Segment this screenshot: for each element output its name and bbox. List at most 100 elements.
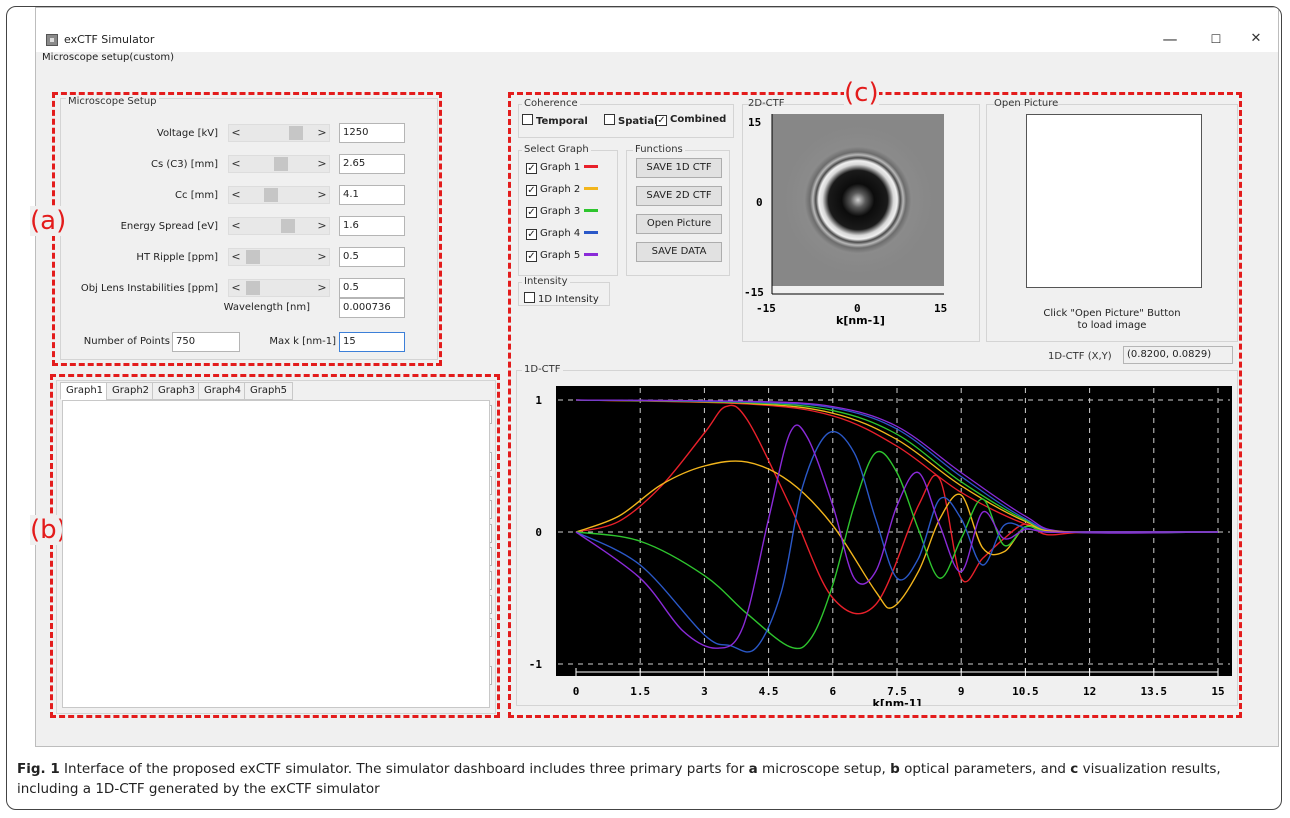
scroll-right-icon[interactable]: >: [317, 188, 327, 201]
tab-content: [62, 400, 490, 708]
picture-canvas[interactable]: [1026, 114, 1202, 288]
scroll-right-icon[interactable]: >: [317, 281, 327, 294]
checkbox-box[interactable]: ✓: [526, 185, 537, 196]
select-graph-title: Select Graph: [522, 144, 591, 155]
save-data-button[interactable]: SAVE DATA: [636, 242, 722, 262]
x-tick-label: 1.5: [630, 685, 650, 698]
setup-slider[interactable]: < >: [228, 124, 330, 142]
menu-microscope-setup[interactable]: Microscope setup(custom): [42, 52, 175, 63]
setup-field[interactable]: 0.5: [339, 278, 405, 298]
close-button[interactable]: ✕: [1250, 31, 1262, 46]
annotation-box-b: [50, 374, 500, 718]
ctf2d-rings: [784, 126, 932, 274]
slider-thumb[interactable]: [273, 157, 288, 171]
scroll-left-icon[interactable]: <: [231, 188, 241, 201]
graph-color-swatch: [584, 187, 599, 190]
save-1d-ctf-button[interactable]: SAVE 1D CTF: [636, 158, 722, 178]
x-tick-label: 0: [573, 685, 580, 698]
x-tick-label: 7.5: [887, 685, 907, 698]
open-picture-title: Open Picture: [994, 98, 1059, 109]
annotation-label-a: (a): [30, 206, 67, 236]
select-graph-2-checkbox[interactable]: ✓ Graph 2: [526, 184, 599, 196]
x-tick-label: 6: [829, 685, 836, 698]
checkbox-box[interactable]: ✓: [526, 251, 537, 262]
save-2d-ctf-button[interactable]: SAVE 2D CTF: [636, 186, 722, 206]
slider-thumb[interactable]: [245, 281, 260, 295]
setup-slider[interactable]: < >: [228, 217, 330, 235]
caption-b: b: [890, 761, 900, 777]
setup-field[interactable]: 4.1: [339, 185, 405, 205]
points-field[interactable]: 750: [172, 332, 240, 352]
checkbox-box[interactable]: ✓: [526, 207, 537, 218]
coherence-group: [518, 104, 734, 138]
scroll-right-icon[interactable]: >: [317, 250, 327, 263]
setup-field[interactable]: 0.5: [339, 247, 405, 267]
scroll-right-icon[interactable]: >: [317, 219, 327, 232]
setup-slider[interactable]: < >: [228, 186, 330, 204]
app-icon: [46, 34, 58, 46]
slider-thumb[interactable]: [245, 250, 260, 264]
setup-label: HT Ripple [ppm]: [136, 252, 218, 263]
checkbox-label: Combined: [670, 114, 727, 125]
checkbox-label: Temporal: [536, 116, 588, 127]
checkbox-box[interactable]: [604, 114, 615, 125]
open-picture-button[interactable]: Open Picture: [636, 214, 722, 234]
checkbox-label: Graph 3: [540, 206, 581, 217]
setup-field[interactable]: 1.6: [339, 216, 405, 236]
select-graph-4-checkbox[interactable]: ✓ Graph 4: [526, 228, 599, 240]
checkbox-box[interactable]: ✓: [656, 115, 667, 126]
select-graph-5-checkbox[interactable]: ✓ Graph 5: [526, 250, 599, 262]
x-tick-label: 13.5: [1141, 685, 1168, 698]
scroll-left-icon[interactable]: <: [231, 219, 241, 232]
scroll-left-icon[interactable]: <: [231, 250, 241, 263]
scroll-right-icon[interactable]: >: [317, 157, 327, 170]
minimize-button[interactable]: —: [1162, 30, 1178, 48]
ctf-readout-label: 1D-CTF (X,Y): [1048, 351, 1112, 362]
checkbox-box[interactable]: [522, 114, 533, 125]
x-tick-label: 4.5: [759, 685, 779, 698]
coherence-combined-checkbox[interactable]: ✓ Combined: [656, 114, 726, 126]
coherence-temporal-checkbox[interactable]: Temporal: [522, 114, 588, 127]
intensity-checkbox-label: 1D Intensity: [538, 294, 599, 305]
setup-field[interactable]: 1250: [339, 123, 405, 143]
slider-thumb[interactable]: [288, 126, 303, 140]
coherence-title: Coherence: [522, 98, 580, 109]
select-graph-1-checkbox[interactable]: ✓ Graph 1: [526, 162, 599, 174]
intensity-checkbox-box[interactable]: [524, 292, 535, 303]
slider-thumb[interactable]: [281, 219, 296, 233]
tab-graph3[interactable]: Graph3: [152, 382, 202, 400]
scroll-left-icon[interactable]: <: [231, 281, 241, 294]
setup-slider[interactable]: < >: [228, 248, 330, 266]
graph-color-swatch: [584, 253, 599, 256]
ctf2d-plot: 15 0 -15 -15 0 15 k[nm-1]: [744, 114, 947, 327]
scroll-left-icon[interactable]: <: [231, 157, 241, 170]
caption-c: c: [1070, 761, 1079, 777]
graph-tabs: Graph1 Graph2 Graph3 Graph4 Graph5: [60, 382, 490, 400]
checkbox-box[interactable]: ✓: [526, 163, 537, 174]
open-picture-hint-line1: Click "Open Picture" Button: [1043, 308, 1181, 319]
ctf2d-xtick-left: -15: [756, 302, 776, 315]
setup-label: Obj Lens Instabilities [ppm]: [80, 283, 218, 294]
checkbox-box[interactable]: ✓: [526, 229, 537, 240]
x-tick-label: 9: [958, 685, 965, 698]
maximize-button[interactable]: ☐: [1210, 32, 1222, 46]
scroll-right-icon[interactable]: >: [317, 126, 327, 139]
y-tick-label: 0: [535, 526, 542, 539]
x-tick-label: 10.5: [1012, 685, 1038, 698]
ctf2d-ytick-top: 15: [748, 116, 761, 129]
wavelength-field[interactable]: 0.000736: [339, 298, 405, 318]
intensity-checkbox[interactable]: 1D Intensity: [524, 292, 599, 305]
setup-slider[interactable]: < >: [228, 155, 330, 173]
scroll-left-icon[interactable]: <: [231, 126, 241, 139]
ctf2d-title: 2D-CTF: [748, 98, 785, 109]
tab-graph5[interactable]: Graph5: [244, 382, 294, 400]
coherence-spatial-checkbox[interactable]: Spatial: [604, 114, 658, 127]
points-label: Number of Points: [83, 336, 170, 347]
maxk-field[interactable]: 15: [339, 332, 405, 352]
chart-plot-area: [556, 386, 1232, 676]
select-graph-3-checkbox[interactable]: ✓ Graph 3: [526, 206, 599, 218]
setup-slider[interactable]: < >: [228, 279, 330, 297]
slider-thumb[interactable]: [264, 188, 279, 202]
setup-label: Voltage [kV]: [156, 128, 218, 139]
setup-field[interactable]: 2.65: [339, 154, 405, 174]
